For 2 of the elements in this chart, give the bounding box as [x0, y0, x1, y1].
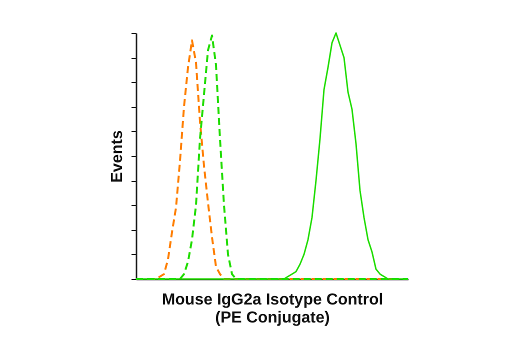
- y-axis-title: Events: [109, 130, 126, 183]
- x-axis-title: Mouse IgG2a Isotype Control (PE Conjugate): [162, 292, 384, 326]
